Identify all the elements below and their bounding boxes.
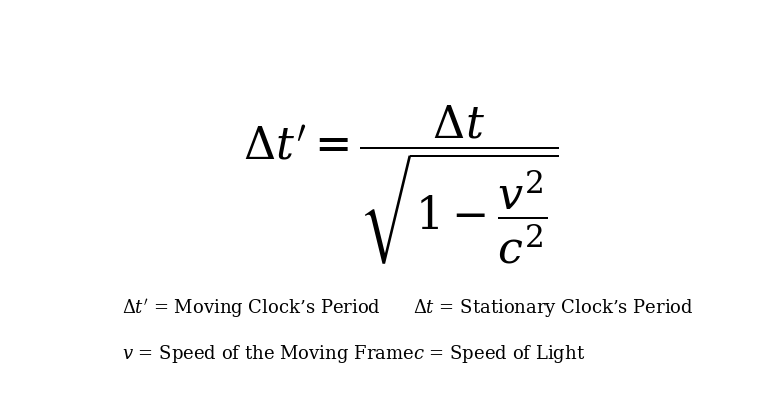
Text: $\Delta t' = \dfrac{\Delta t}{\sqrt{1 - \dfrac{v^2}{c^2}}}$: $\Delta t' = \dfrac{\Delta t}{\sqrt{1 - …: [243, 104, 558, 267]
Text: $v$ = Speed of the Moving Frame: $v$ = Speed of the Moving Frame: [122, 343, 414, 365]
Text: $\Delta t'$ = Moving Clock’s Period: $\Delta t'$ = Moving Clock’s Period: [122, 297, 381, 320]
Text: $c$ = Speed of Light: $c$ = Speed of Light: [413, 343, 585, 365]
Text: $\Delta t$ = Stationary Clock’s Period: $\Delta t$ = Stationary Clock’s Period: [413, 297, 694, 319]
